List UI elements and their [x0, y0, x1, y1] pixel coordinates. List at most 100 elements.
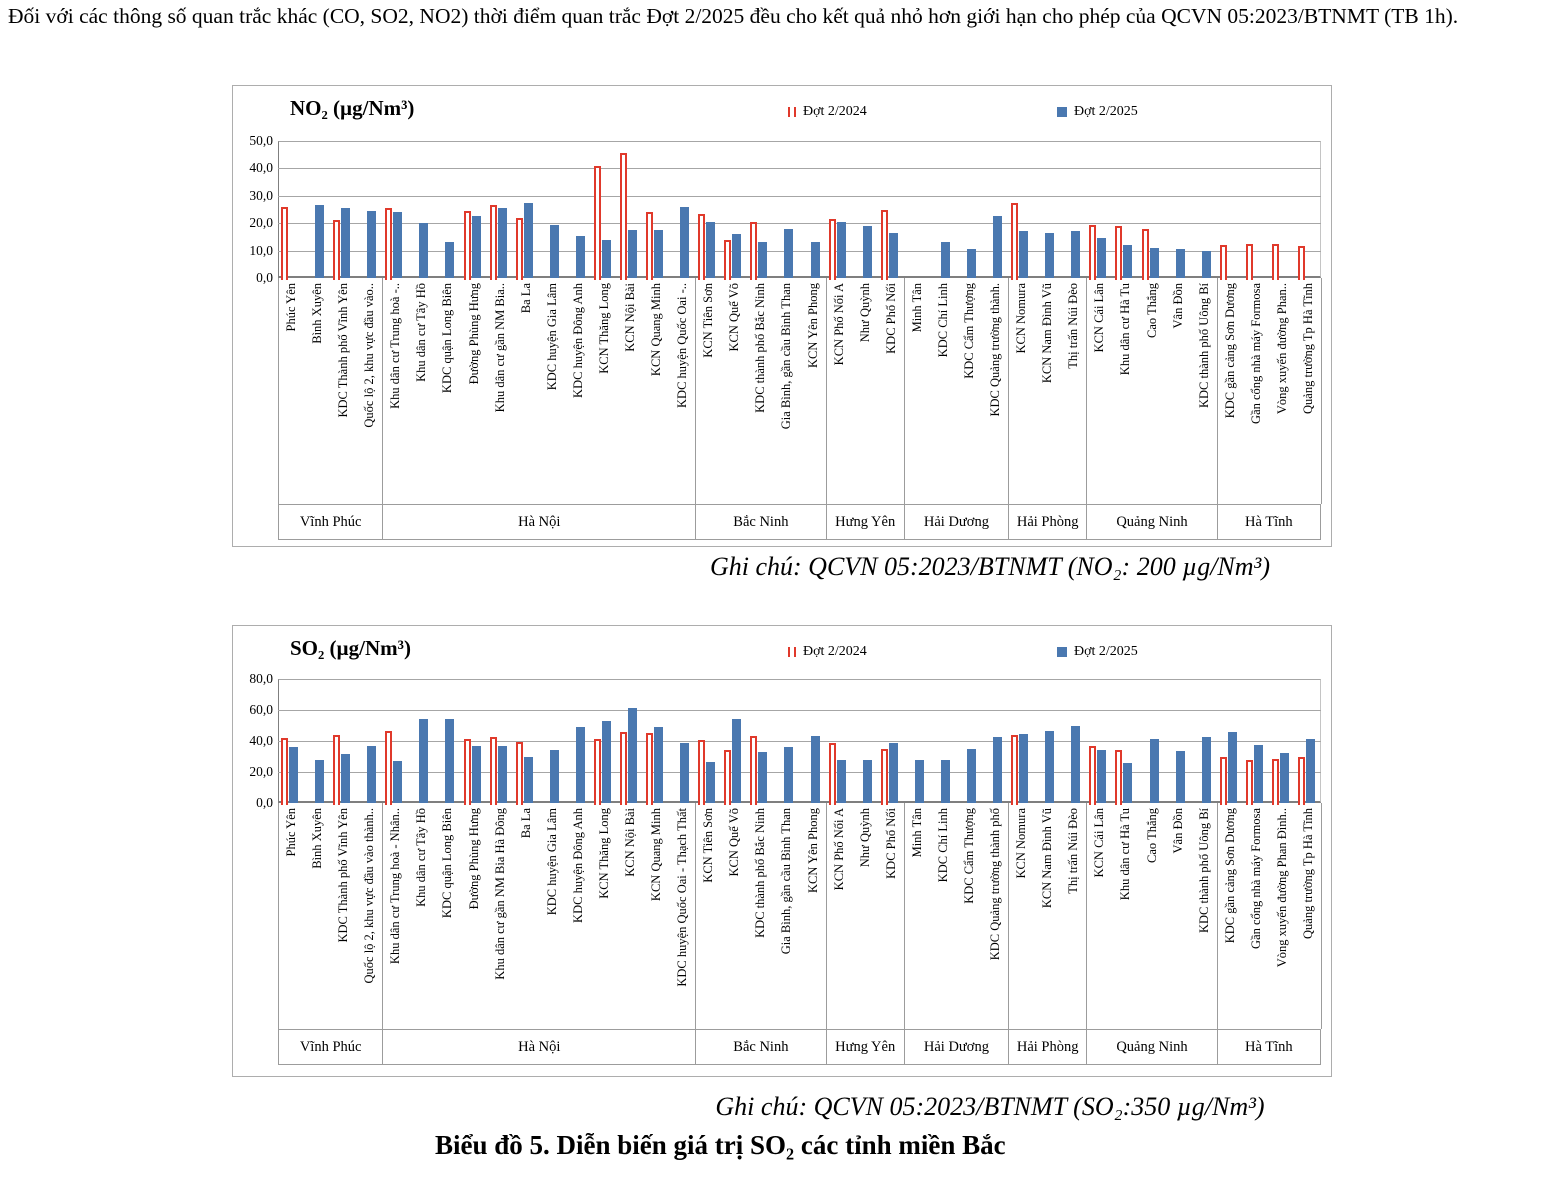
- x-axis-label: Ba La: [518, 808, 533, 839]
- y-axis-tick-label: 20,0: [249, 764, 273, 779]
- x-axis-label: KDC huyện Gia Lâm: [544, 808, 559, 916]
- province-divider: [695, 278, 697, 504]
- bar-2025: [341, 754, 351, 803]
- bar-2024: [724, 750, 732, 805]
- x-axis-label: KCN Phố Nối A: [831, 808, 846, 891]
- bar-2025: [419, 223, 429, 278]
- bar-2025: [575, 727, 585, 803]
- x-axis-label: Minh Tân: [909, 808, 924, 858]
- x-axis-label: Minh Tân: [909, 283, 924, 333]
- x-axis-label: Đường Phùng Hưng: [466, 808, 481, 910]
- bar-2025: [575, 235, 585, 278]
- bar-2025: [1097, 750, 1107, 803]
- x-axis-label: KCN Cái Lân: [1092, 283, 1107, 353]
- gridline: [278, 741, 1321, 742]
- province-cell: Hà Nội: [382, 505, 695, 539]
- bar-2024: [281, 206, 289, 280]
- y-axis-tick-label: 60,0: [249, 702, 273, 717]
- province-divider: [1216, 803, 1218, 1029]
- province-cell: Hà Tĩnh: [1216, 505, 1321, 539]
- bar-2025: [1201, 250, 1211, 278]
- bar-2024: [489, 737, 497, 805]
- legend-label-2024: Đợt 2/2024: [803, 104, 867, 119]
- x-axis-label: Thị trấn Núi Đèo: [1066, 283, 1081, 369]
- series-2024-marker-icon: [788, 647, 796, 657]
- bar-2025: [1253, 744, 1263, 803]
- x-axis-label: Thị trấn Núi Đèo: [1066, 808, 1081, 894]
- bar-2025: [367, 746, 377, 803]
- y-axis-tick-label: 20,0: [249, 215, 273, 231]
- bar-2024: [880, 209, 888, 280]
- x-axis-label: KDC Chí Linh: [935, 283, 950, 358]
- province-cell: Hải Phòng: [1008, 1030, 1086, 1064]
- province-row: Vĩnh Phúc Hà Nội Bắc Ninh Hưng Yên Hải Dương…: [278, 1029, 1321, 1065]
- bar-2025: [966, 748, 976, 803]
- legend-item-2025: Đợt 2/2025: [1057, 644, 1138, 660]
- bar-2024: [698, 213, 706, 280]
- province-divider: [1008, 278, 1010, 504]
- bar-2024: [463, 210, 471, 280]
- bar-2025: [888, 232, 898, 278]
- bar-2025: [940, 242, 950, 278]
- y-axis-tick-label: 40,0: [249, 733, 273, 748]
- x-axis-label: KCN Nội Bài: [623, 283, 637, 352]
- bar-2025: [784, 747, 794, 803]
- province-divider: [382, 803, 384, 1029]
- bar-2025: [680, 206, 690, 278]
- province-divider: [695, 803, 697, 1029]
- bar-2025: [1071, 725, 1081, 803]
- bar-2024: [593, 738, 601, 805]
- bar-2025: [1019, 734, 1029, 803]
- bar-2025: [1097, 238, 1107, 278]
- province-divider: [1216, 278, 1218, 504]
- x-axis-label: KCN Cái Lân: [1092, 808, 1107, 878]
- series-2025-marker-icon: [1057, 647, 1067, 657]
- x-axis-label: KCN Quế Võ: [727, 283, 742, 352]
- x-axis-label: Quảng trường Tp Hà Tĩnh: [1300, 808, 1315, 939]
- bar-2024: [281, 737, 289, 805]
- bar-2025: [549, 224, 559, 278]
- gridline: [278, 772, 1321, 773]
- province-divider: [1086, 803, 1088, 1029]
- y-axis-tick-label: 0,0: [256, 795, 273, 810]
- x-axis-label: Vòng xuyến đường Phan..: [1274, 283, 1289, 415]
- bar-2024: [724, 239, 732, 280]
- x-axis-label: Phúc Yên: [284, 283, 299, 332]
- bar-2025: [758, 751, 768, 803]
- bar-2025: [549, 750, 559, 803]
- bar-2025: [523, 756, 533, 803]
- bar-2025: [1149, 738, 1159, 803]
- bar-2024: [593, 165, 601, 280]
- bar-2024: [489, 205, 497, 280]
- x-axis-label: Vân Đồn: [1170, 808, 1185, 854]
- x-axis-label: KDC huyện Đông Anh: [570, 808, 585, 923]
- figure-caption: Biểu đồ 5. Diễn biến giá trị SO₂ các tỉn…: [435, 1130, 1006, 1160]
- x-axis-label: KCN Nomura: [1014, 808, 1029, 879]
- x-axis-label: Ba La: [518, 283, 533, 314]
- bar-2025: [1123, 763, 1133, 803]
- bar-2025: [836, 759, 846, 803]
- bar-2024: [698, 740, 706, 805]
- x-axis-label: KDC gần cảng Sơn Dương: [1222, 283, 1237, 419]
- province-cell: Vĩnh Phúc: [278, 505, 382, 539]
- x-axis-label: KCN Phố Nối A: [831, 283, 846, 366]
- bar-2025: [966, 249, 976, 278]
- province-divider: [1321, 803, 1322, 1029]
- gridline: [278, 195, 1321, 197]
- bar-2025: [289, 747, 299, 803]
- province-cell: Hải Dương: [903, 505, 1008, 539]
- x-axis-label: Cao Thắng: [1144, 808, 1159, 863]
- x-axis-label: KDC Phố Nối: [883, 283, 898, 354]
- province-cell: Quảng Ninh: [1086, 1030, 1216, 1064]
- province-cell: Hải Phòng: [1008, 505, 1086, 539]
- bar-2025: [706, 761, 716, 803]
- bar-2025: [888, 742, 898, 803]
- province-cell: Quảng Ninh: [1086, 505, 1216, 539]
- bar-2025: [836, 221, 846, 278]
- bar-2024: [385, 208, 393, 280]
- province-divider: [825, 803, 827, 1029]
- x-axis-label: KCN Tiên Sơn: [701, 283, 716, 358]
- bar-2024: [1089, 224, 1097, 280]
- bar-2025: [471, 745, 481, 803]
- x-axis-label: Khu dân cư Trung hoà - Nhân..: [388, 808, 403, 965]
